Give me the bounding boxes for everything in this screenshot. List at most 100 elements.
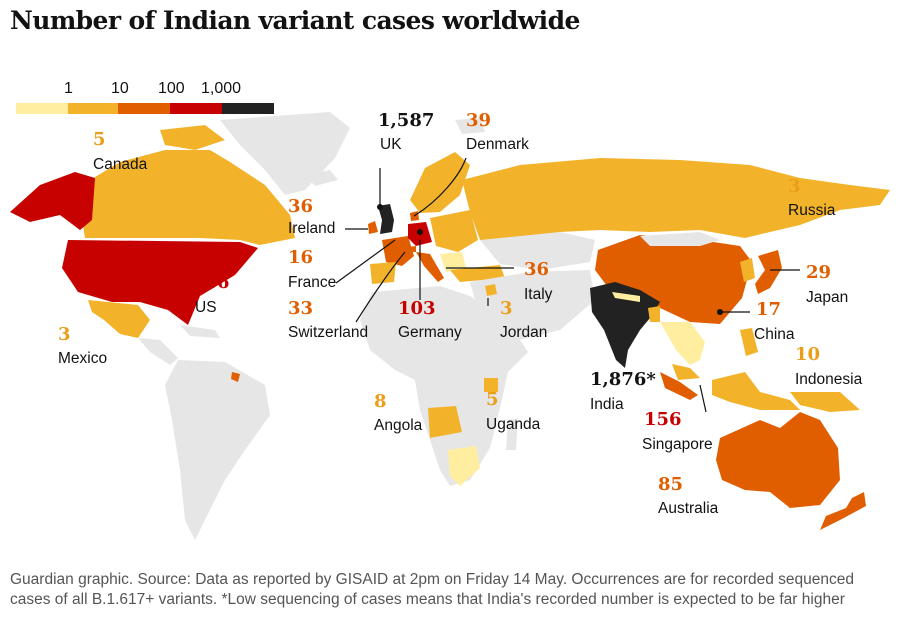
source-note: Guardian graphic. Source: Data as report…	[10, 571, 855, 608]
label-indonesia: Indonesia	[795, 371, 863, 388]
label-italy: Italy	[524, 286, 553, 303]
region-us	[62, 240, 258, 325]
region-canada	[80, 150, 295, 245]
central-asia	[480, 232, 595, 270]
value-singapore: 156	[644, 409, 682, 430]
region-french-guiana	[231, 372, 240, 382]
label-china: China	[754, 326, 795, 343]
leader-denmark	[413, 157, 467, 217]
value-china: 17	[756, 299, 782, 320]
svalbard	[455, 118, 485, 134]
central-america	[138, 338, 178, 365]
region-eastern-europe	[430, 210, 478, 252]
value-uganda: 5	[486, 389, 499, 410]
label-singapore: Singapore	[642, 436, 713, 453]
madagascar	[506, 418, 518, 450]
indonesia-east	[712, 372, 800, 410]
south-america	[165, 360, 270, 540]
southeast-asia	[660, 322, 705, 365]
region-nepal	[612, 292, 640, 302]
region-uganda	[484, 378, 498, 392]
label-uganda: Uganda	[486, 416, 541, 433]
value-australia: 85	[658, 474, 684, 495]
region-scandinavia	[410, 152, 470, 213]
value-us: 486	[192, 272, 230, 293]
region-philippines	[740, 328, 758, 356]
value-denmark: 39	[466, 110, 492, 131]
region-russia	[462, 158, 890, 240]
value-indonesia: 10	[795, 344, 821, 365]
label-denmark: Denmark	[466, 136, 529, 153]
value-italy: 36	[524, 259, 550, 280]
region-uk	[378, 204, 394, 234]
region-balkans	[440, 252, 466, 272]
region-japan	[755, 250, 782, 294]
region-indonesia	[660, 372, 698, 400]
marker-china	[717, 309, 723, 315]
label-germany: Germany	[398, 324, 462, 341]
region-angola	[428, 406, 462, 438]
value-switzerland: 33	[288, 298, 314, 319]
label-france: France	[288, 274, 337, 291]
region-new-zealand	[820, 492, 866, 530]
label-angola: Angola	[374, 417, 423, 434]
region-bangladesh	[648, 306, 660, 322]
label-ireland: Ireland	[288, 220, 336, 237]
legend-swatch-1000	[170, 103, 222, 114]
label-switzerland: Switzerland	[288, 324, 369, 341]
canada-islands	[160, 125, 225, 150]
region-malaysia	[672, 364, 700, 380]
leader-lines	[335, 157, 800, 413]
leader-france	[335, 239, 396, 284]
value-angola: 8	[374, 391, 387, 412]
world-map	[10, 112, 890, 540]
region-turkey	[450, 265, 505, 282]
value-france: 16	[288, 247, 314, 268]
region-china	[595, 235, 752, 324]
label-uk: UK	[380, 136, 402, 153]
label-india: India	[590, 396, 624, 413]
legend-swatch-max	[222, 103, 274, 114]
label-us: US	[195, 299, 217, 316]
leader-switzerland	[355, 251, 406, 323]
region-mexico	[88, 300, 150, 338]
label-russia: Russia	[788, 202, 836, 219]
region-alaska	[10, 172, 95, 230]
value-japan: 29	[806, 262, 832, 283]
legend-tick: 1	[64, 80, 73, 97]
marker-germany	[417, 229, 423, 235]
label-jordan: Jordan	[500, 324, 548, 341]
value-mexico: 3	[58, 324, 71, 345]
value-russia: 3	[788, 176, 801, 197]
value-uk: 1,587	[378, 110, 435, 131]
label-mexico: Mexico	[58, 350, 108, 367]
caribbean	[180, 325, 220, 338]
region-southern-africa	[448, 446, 480, 486]
label-canada: Canada	[93, 156, 148, 173]
value-canada: 5	[93, 129, 106, 150]
region-ireland	[368, 221, 378, 234]
leader-singapore	[699, 384, 707, 413]
iceland	[305, 170, 338, 186]
region-india	[590, 282, 660, 368]
legend-tick: 10	[111, 80, 129, 97]
mongolia	[640, 232, 720, 246]
value-jordan: 3	[500, 298, 513, 319]
label-japan: Japan	[806, 289, 849, 306]
middle-east	[470, 270, 595, 340]
region-italy	[416, 252, 444, 282]
label-australia: Australia	[658, 500, 719, 517]
value-ireland: 36	[288, 196, 314, 217]
marker-uk	[377, 204, 383, 210]
legend-tick: 100	[158, 80, 185, 97]
new-guinea	[790, 392, 860, 412]
value-india: 1,876*	[590, 369, 656, 390]
legend-tick: 1,000	[201, 80, 242, 97]
region-switzerland	[407, 246, 416, 252]
region-spain	[370, 262, 396, 284]
region-australia	[716, 412, 840, 508]
africa	[360, 286, 528, 486]
region-jordan	[485, 284, 497, 296]
legend-swatch-100	[118, 103, 170, 114]
legend-swatch-10	[68, 103, 118, 114]
